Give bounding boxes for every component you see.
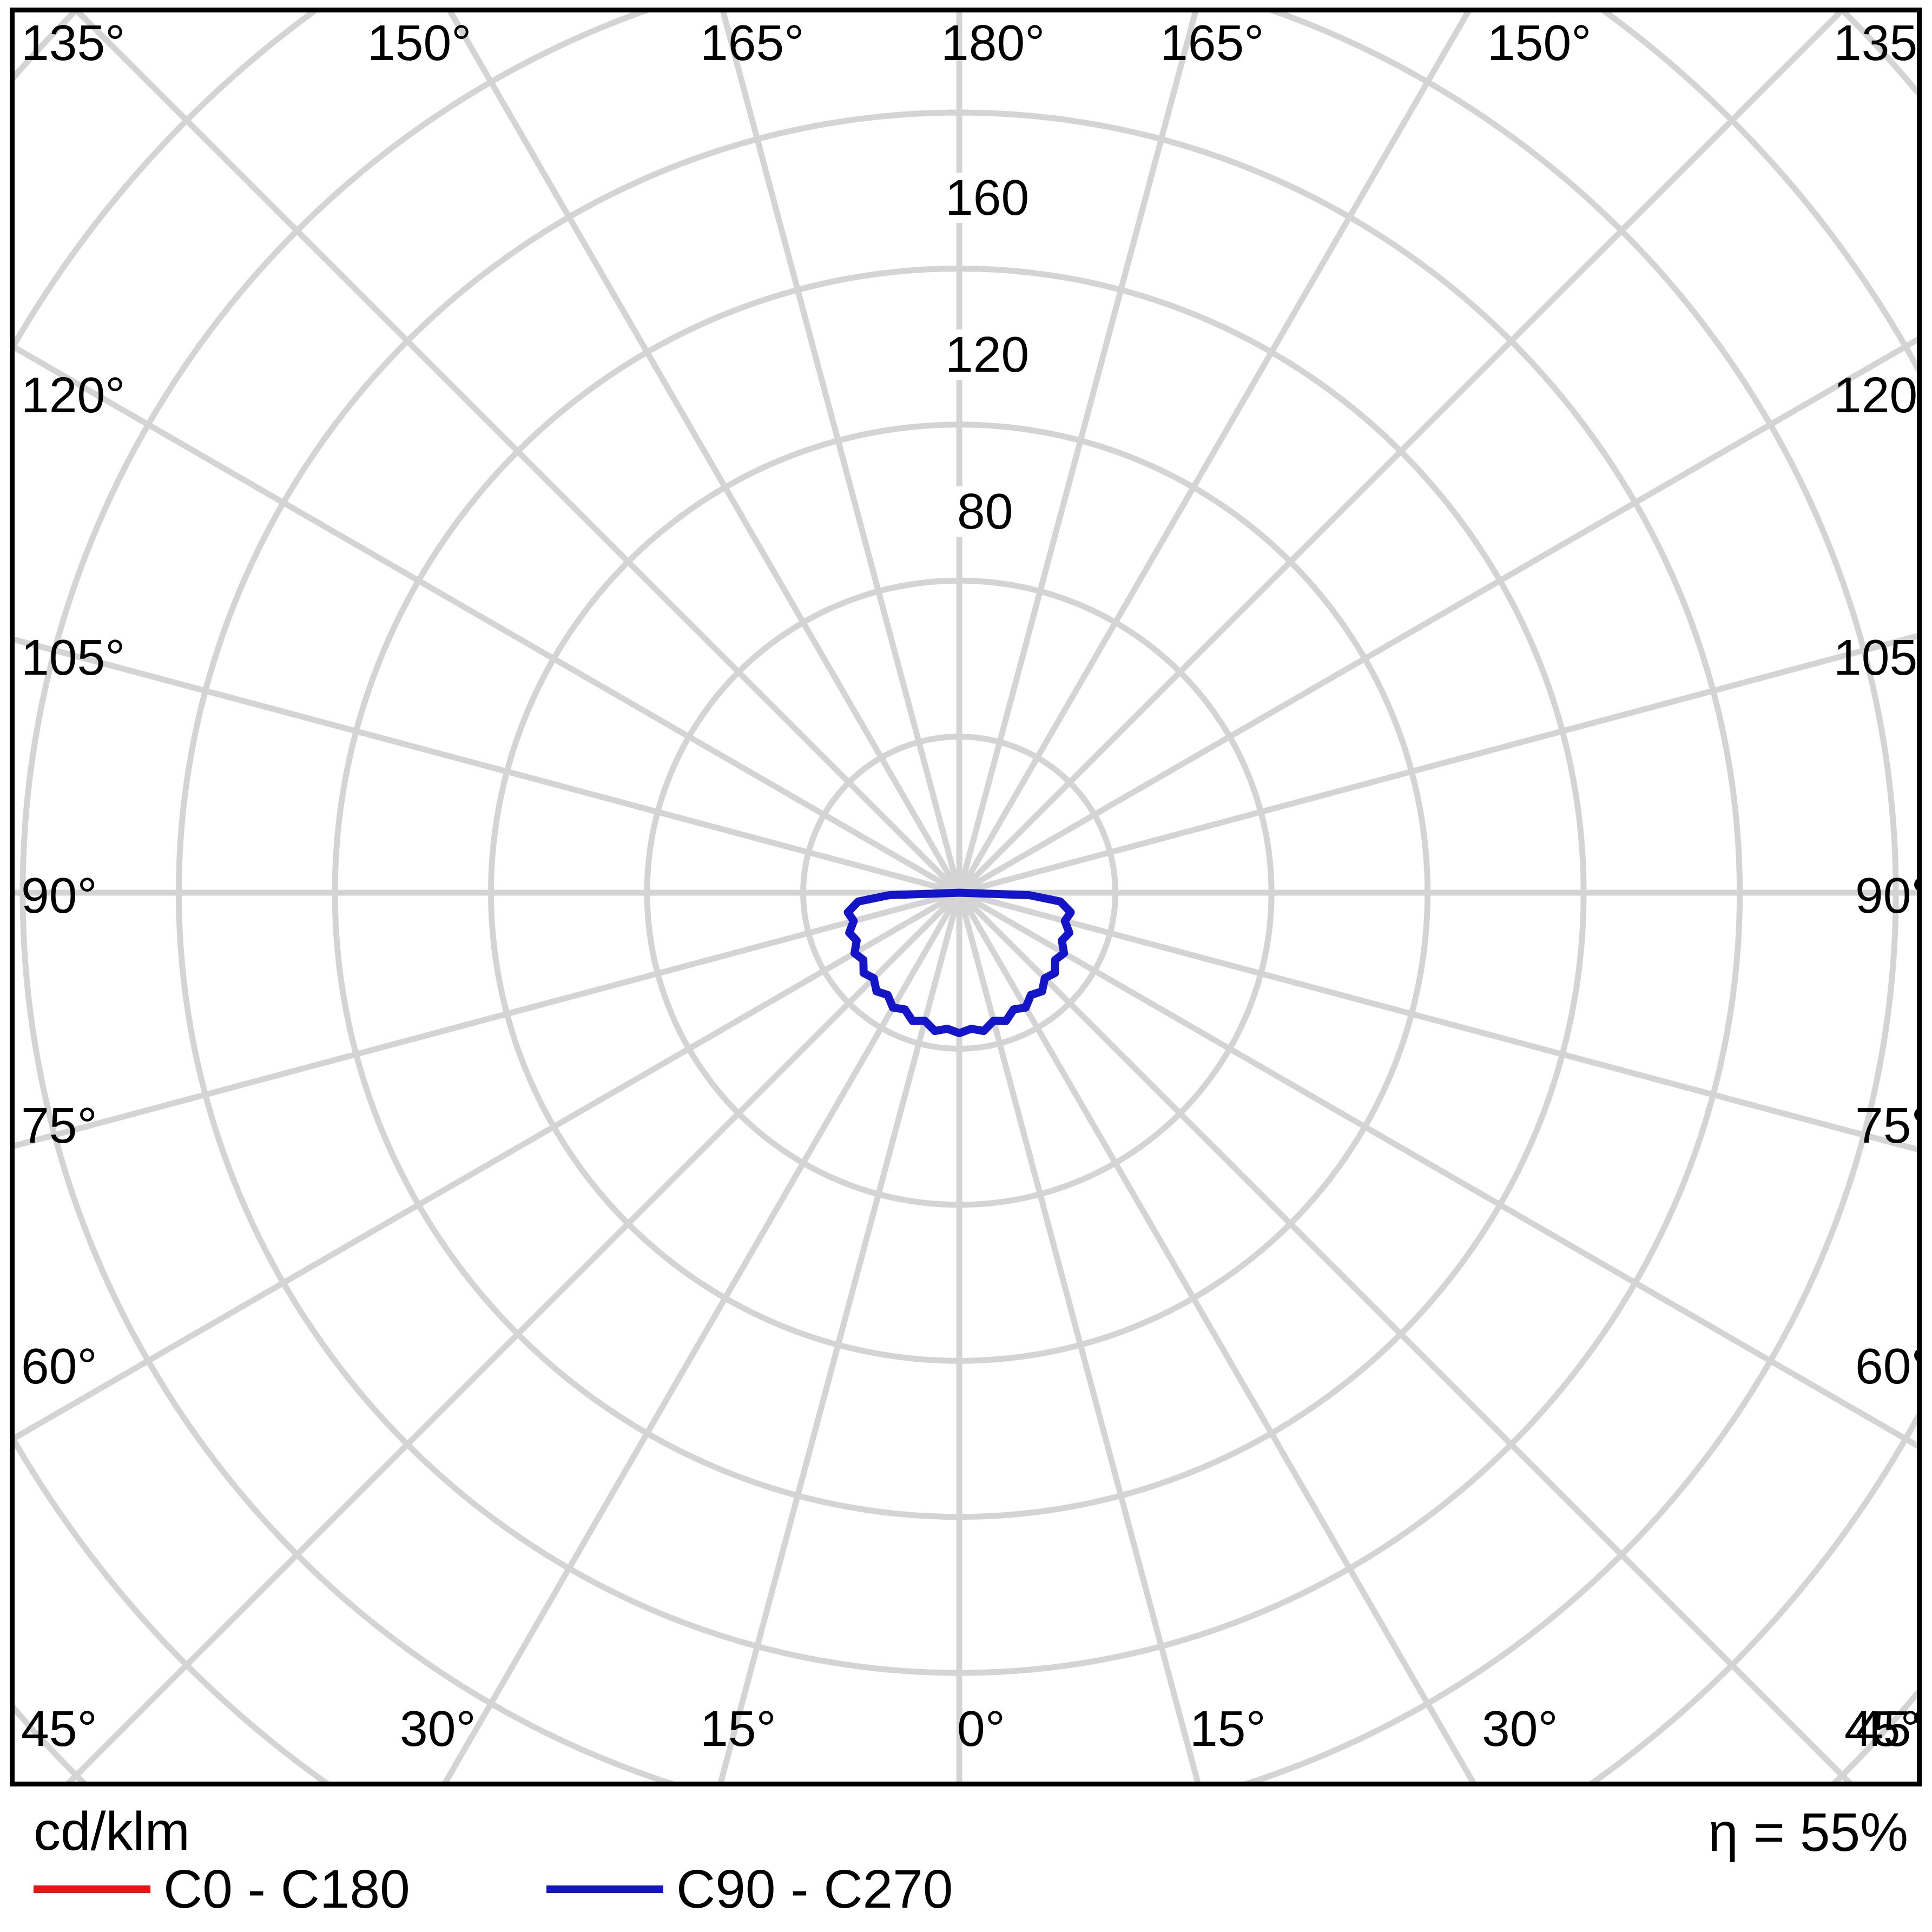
efficiency-label: η = 55% <box>1708 1802 1908 1863</box>
angle-label-top: 150° <box>367 15 472 71</box>
angle-label-right: 120° <box>1834 367 1918 423</box>
angle-label-left: 105° <box>21 629 126 685</box>
plot-frame: 160 120 80 135° 150° 165° 180° 165° 150° 135° 120… <box>10 8 1922 1786</box>
chart-footer: cd/klm η = 55% C0 - C180 C90 - C270 <box>0 1786 1932 1932</box>
intensity-curves <box>843 888 1075 1038</box>
radial-tick-label: 120 <box>940 329 1035 380</box>
legend-label-c90-c270: C90 - C270 <box>676 1859 953 1920</box>
legend-swatch-c0-c180 <box>34 1885 150 1893</box>
angle-label-top: 180° <box>941 15 1045 71</box>
angle-label-right: 45° <box>1855 1700 1917 1757</box>
legend-item-c0-c180: C0 - C180 <box>34 1862 410 1916</box>
angle-label-bottom: 45° <box>21 1700 97 1757</box>
angle-label-bottom: 15° <box>1190 1700 1266 1757</box>
angle-label-top: 165° <box>700 15 805 71</box>
angle-label-top: 135° <box>1834 15 1918 71</box>
angle-label-left: 60° <box>21 1338 97 1394</box>
angle-label-top: 135° <box>21 15 126 71</box>
radial-tick-label: 160 <box>940 173 1035 223</box>
angle-label-bottom: 0° <box>957 1700 1005 1757</box>
angle-label-bottom: 30° <box>1482 1700 1558 1757</box>
angle-label-right: 105° <box>1834 629 1918 685</box>
angle-label-bottom: 45° <box>1844 1700 1921 1757</box>
angle-label-left: 75° <box>21 1097 97 1153</box>
angle-label-left: 120° <box>21 367 126 423</box>
angle-label-top: 150° <box>1487 15 1592 71</box>
angle-label-left: 45° <box>21 1700 97 1757</box>
radial-tick-label: 80 <box>952 486 1019 537</box>
angle-label-right: 75° <box>1855 1097 1917 1153</box>
angle-label-bottom: 15° <box>700 1700 776 1757</box>
legend-label-c0-c180: C0 - C180 <box>163 1859 410 1920</box>
angle-label-bottom: 30° <box>400 1700 476 1757</box>
angle-label-top: 165° <box>1160 15 1264 71</box>
polar-grid-and-curves <box>15 12 1917 1782</box>
legend-swatch-c90-c270 <box>546 1885 663 1893</box>
unit-label: cd/klm <box>34 1801 190 1862</box>
intensity-curve <box>843 888 1075 1038</box>
angle-label-left: 90° <box>21 867 97 924</box>
legend-item-c90-c270: C90 - C270 <box>546 1862 953 1916</box>
angle-label-right: 90° <box>1855 867 1917 924</box>
angle-label-right: 60° <box>1855 1338 1917 1394</box>
